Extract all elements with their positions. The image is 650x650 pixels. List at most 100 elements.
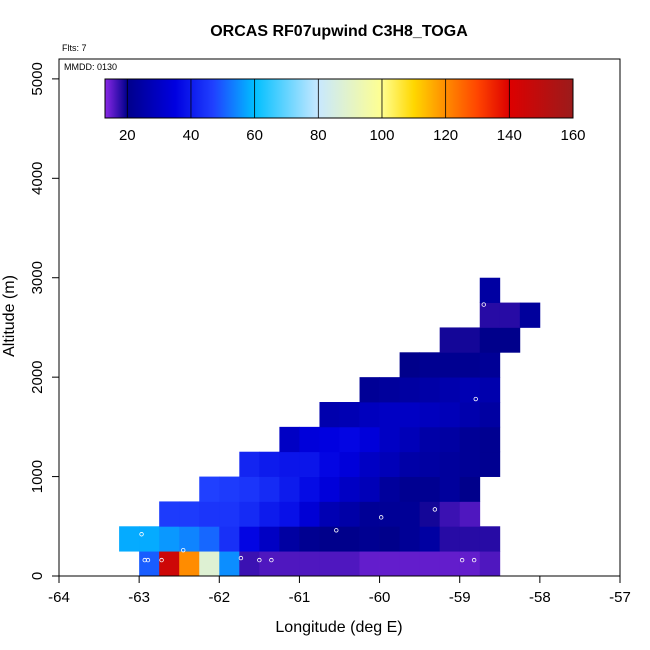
heatmap-cell bbox=[279, 451, 300, 477]
heatmap-cell bbox=[419, 426, 441, 453]
heatmap-cell bbox=[419, 451, 441, 477]
heatmap-cells bbox=[119, 277, 541, 577]
heatmap-cell bbox=[319, 476, 340, 502]
heatmap-cell bbox=[399, 526, 421, 552]
heatmap-cell bbox=[339, 402, 360, 428]
heatmap-cell bbox=[159, 501, 180, 527]
observation-point bbox=[378, 515, 384, 520]
heatmap-cell bbox=[259, 451, 280, 477]
observation-point bbox=[238, 555, 244, 561]
heatmap-cell bbox=[319, 426, 340, 453]
heatmap-cell bbox=[279, 526, 300, 552]
plot-frame bbox=[58, 58, 621, 577]
heatmap-cell bbox=[299, 501, 320, 527]
x-tick-label: -57 bbox=[609, 589, 631, 606]
heatmap-cell bbox=[339, 501, 360, 527]
heatmap-cell bbox=[339, 451, 360, 477]
heatmap-cell bbox=[379, 426, 401, 453]
heatmap-cell bbox=[459, 402, 481, 428]
heatmap-cell bbox=[359, 551, 380, 577]
y-axis-label: Altitude (m) bbox=[1, 275, 18, 357]
heatmap-cell bbox=[419, 377, 441, 403]
x-tick-label: -60 bbox=[369, 589, 391, 606]
heatmap-cell bbox=[439, 377, 461, 403]
heatmap-cell bbox=[399, 352, 421, 378]
heatmap-cell bbox=[419, 551, 441, 577]
observation-point bbox=[473, 396, 478, 402]
x-tick-label: -62 bbox=[208, 589, 230, 606]
heatmap-cell bbox=[199, 476, 220, 502]
observation-point bbox=[257, 557, 262, 563]
heatmap-cell bbox=[219, 551, 240, 577]
heatmap-cell bbox=[259, 476, 280, 502]
colorbar-tick-label: 80 bbox=[310, 127, 327, 144]
heatmap-cell bbox=[159, 526, 180, 552]
heatmap-cell bbox=[279, 476, 300, 502]
heatmap-cell bbox=[319, 551, 340, 577]
heatmap-cell bbox=[499, 327, 521, 353]
heatmap-cell bbox=[339, 526, 360, 552]
heatmap-cell bbox=[139, 551, 160, 577]
colorbar-tick-label: 100 bbox=[369, 127, 394, 144]
heatmap-cell bbox=[239, 451, 260, 477]
heatmap-cell bbox=[379, 377, 401, 403]
heatmap-cell bbox=[399, 377, 421, 403]
heatmap-cell bbox=[279, 426, 300, 453]
y-tick-label: 4000 bbox=[29, 162, 46, 195]
date-label: MMDD: 0130 bbox=[64, 62, 117, 72]
observation-point bbox=[459, 557, 465, 563]
heatmap-cell bbox=[379, 501, 401, 527]
heatmap-cell bbox=[139, 526, 160, 552]
heatmap-cell bbox=[499, 302, 521, 328]
heatmap-cell bbox=[199, 526, 220, 552]
observation-point bbox=[269, 557, 274, 563]
heatmap-cell bbox=[299, 426, 320, 453]
heatmap-cell bbox=[339, 426, 360, 453]
heatmap-cell bbox=[199, 501, 220, 527]
observation-point bbox=[481, 302, 486, 307]
heatmap-cell bbox=[219, 476, 240, 502]
heatmap-cell bbox=[459, 451, 481, 477]
x-tick-label: -59 bbox=[449, 589, 471, 606]
heatmap-cell bbox=[479, 352, 501, 378]
heatmap-cell bbox=[439, 551, 461, 577]
heatmap-cell bbox=[439, 327, 461, 353]
heatmap-cell bbox=[479, 551, 501, 577]
heatmap-cell bbox=[479, 426, 501, 453]
heatmap-cell bbox=[479, 327, 501, 353]
heatmap-cell bbox=[459, 501, 481, 527]
heatmap-cell bbox=[379, 526, 401, 552]
heatmap-cell bbox=[359, 476, 380, 502]
observation-point bbox=[487, 488, 493, 493]
heatmap-cell bbox=[299, 476, 320, 502]
heatmap-cell bbox=[419, 526, 441, 552]
heatmap-cell bbox=[379, 476, 401, 502]
x-axis-label: Longitude (deg E) bbox=[275, 619, 402, 636]
heatmap-cell bbox=[459, 551, 481, 577]
heatmap-cell bbox=[259, 501, 280, 527]
heatmap-cell bbox=[419, 402, 441, 428]
observation-point bbox=[432, 507, 438, 512]
colorbar-tick-label: 160 bbox=[560, 127, 585, 144]
heatmap-cell bbox=[479, 377, 501, 403]
heatmap-cell bbox=[239, 551, 260, 577]
heatmap-cell bbox=[199, 551, 220, 577]
heatmap-cell bbox=[479, 526, 501, 552]
heatmap-cell bbox=[179, 551, 200, 577]
colorbar-tick-label: 140 bbox=[497, 127, 522, 144]
x-axis: -64 -63 -62 -61 -60 -59 -58 -57 bbox=[48, 576, 631, 606]
heatmap-cell bbox=[159, 551, 180, 577]
heatmap-cell bbox=[439, 476, 461, 502]
y-tick-label: 5000 bbox=[29, 62, 46, 95]
heatmap-cell bbox=[419, 352, 441, 378]
chart-title: ORCAS RF07upwind C3H8_TOGA bbox=[210, 23, 468, 40]
heatmap-cell bbox=[319, 451, 340, 477]
heatmap-cell bbox=[119, 526, 140, 552]
heatmap-cell bbox=[359, 501, 380, 527]
y-tick-label: 2000 bbox=[29, 360, 46, 393]
colorbar bbox=[104, 78, 574, 119]
heatmap-cell bbox=[419, 476, 441, 502]
heatmap-cell bbox=[439, 526, 461, 552]
heatmap-cell bbox=[239, 526, 260, 552]
